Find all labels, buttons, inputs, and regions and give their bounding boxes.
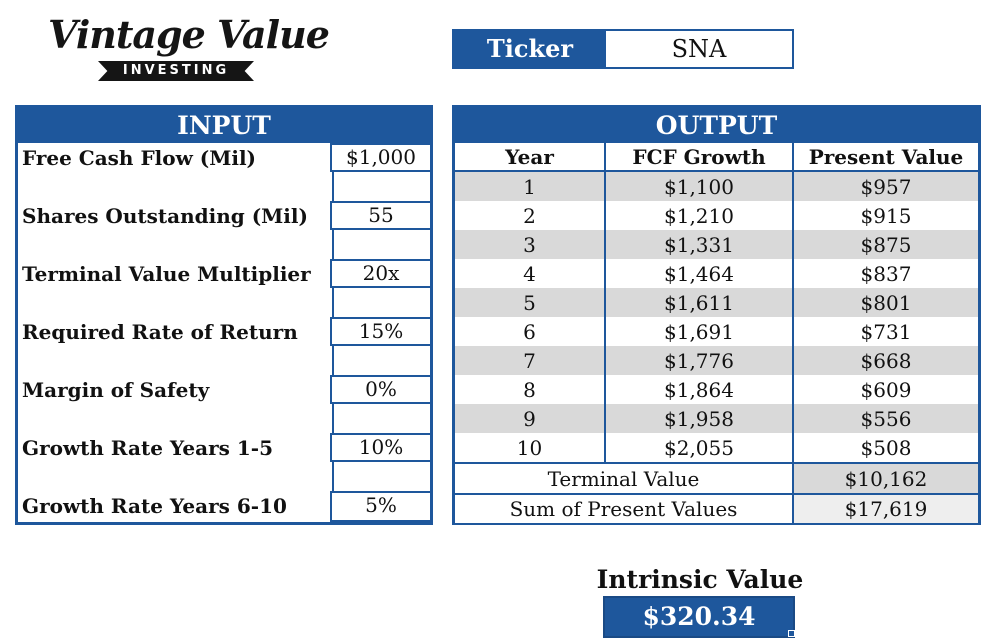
input-growth-6-10[interactable]: 5% <box>330 491 432 522</box>
input-free-cash-flow[interactable]: $1,000 <box>330 143 432 172</box>
pv-cell[interactable]: $915 <box>860 203 912 228</box>
terminal-value-row: Terminal Value $10,162 <box>455 463 978 495</box>
input-growth-1-5[interactable]: 10% <box>330 433 432 462</box>
table-row: 2 $1,210 $915 <box>455 201 978 230</box>
pv-cell[interactable]: $875 <box>793 230 978 259</box>
column-header-present-value: Present Value <box>793 143 978 172</box>
year-cell[interactable]: 8 <box>455 375 606 404</box>
table-row: 10 $2,055 $508 <box>455 433 978 464</box>
sum-present-values-label: Sum of Present Values <box>455 494 794 523</box>
input-label-margin-of-safety: Margin of Safety <box>22 378 210 402</box>
pv-cell[interactable]: $837 <box>860 261 912 286</box>
table-row: 9 $1,958 $556 <box>455 404 978 433</box>
input-label-free-cash-flow: Free Cash Flow (Mil) <box>22 146 257 170</box>
output-panel: OUTPUT Year FCF Growth Present Value 1 $… <box>452 105 981 525</box>
year-cell[interactable]: 6 <box>455 317 606 346</box>
logo-wordmark: Vintage Value <box>48 12 330 57</box>
pv-cell[interactable]: $731 <box>860 319 912 344</box>
intrinsic-value-cell[interactable]: $320.34 <box>603 596 795 638</box>
input-margin-of-safety[interactable]: 0% <box>330 375 432 404</box>
input-value-gap <box>332 346 432 375</box>
year-cell[interactable]: 9 <box>455 404 606 433</box>
logo-ribbon: INVESTING <box>98 61 254 81</box>
sum-present-values-cell[interactable]: $17,619 <box>793 494 978 523</box>
terminal-value-cell[interactable]: $10,162 <box>793 463 978 495</box>
fcf-cell[interactable]: $1,776 <box>605 346 794 375</box>
table-row: 3 $1,331 $875 <box>455 230 978 259</box>
sum-present-values-row: Sum of Present Values $17,619 <box>455 494 978 523</box>
year-cell[interactable]: 5 <box>455 288 606 317</box>
input-panel-body: Free Cash Flow (Mil) $1,000 Shares Outst… <box>18 143 432 522</box>
table-row: 5 $1,611 $801 <box>455 288 978 317</box>
intrinsic-value-label: Intrinsic Value <box>596 565 804 594</box>
input-value-gap <box>332 288 432 317</box>
fcf-cell[interactable]: $1,691 <box>605 317 794 346</box>
output-panel-title: OUTPUT <box>655 111 778 140</box>
ticker-label: Ticker <box>454 31 606 67</box>
fcf-cell[interactable]: $2,055 <box>605 433 794 464</box>
table-row: 4 $1,464 $837 <box>455 259 978 288</box>
input-value-gap <box>332 230 432 259</box>
pv-cell[interactable]: $668 <box>793 346 978 375</box>
input-label-required-return: Required Rate of Return <box>22 320 298 344</box>
ticker-input[interactable]: SNA <box>671 35 727 63</box>
input-panel: INPUT Free Cash Flow (Mil) $1,000 Shares… <box>15 105 433 525</box>
input-label-growth-6-10: Growth Rate Years 6-10 <box>22 494 287 518</box>
fcf-cell[interactable]: $1,100 <box>605 171 794 201</box>
input-value-gap <box>332 462 432 491</box>
table-row: 1 $1,100 $957 <box>455 171 978 201</box>
input-label-shares-outstanding: Shares Outstanding (Mil) <box>22 204 308 228</box>
input-label-terminal-multiplier: Terminal Value Multiplier <box>22 262 311 286</box>
year-cell[interactable]: 10 <box>455 433 606 464</box>
pv-cell[interactable]: $609 <box>860 377 912 402</box>
input-value-gap <box>332 404 432 433</box>
logo-ribbon-text: INVESTING <box>122 63 230 78</box>
year-cell[interactable]: 3 <box>455 230 606 259</box>
input-shares-outstanding[interactable]: 55 <box>330 201 432 230</box>
year-cell[interactable]: 7 <box>455 346 606 375</box>
fcf-cell[interactable]: $1,958 <box>605 404 794 433</box>
year-cell[interactable]: 1 <box>455 171 606 201</box>
pv-cell[interactable]: $801 <box>793 288 978 317</box>
fcf-cell[interactable]: $1,464 <box>605 259 794 288</box>
fcf-cell[interactable]: $1,210 <box>605 201 794 230</box>
terminal-value-label: Terminal Value <box>455 463 794 495</box>
ticker-box: Ticker SNA <box>452 29 794 69</box>
fcf-cell[interactable]: $1,864 <box>605 375 794 404</box>
year-cell[interactable]: 2 <box>455 201 606 230</box>
pv-cell[interactable]: $957 <box>793 171 978 201</box>
output-table: Year FCF Growth Present Value 1 $1,100 $… <box>455 143 978 523</box>
table-row: 8 $1,864 $609 <box>455 375 978 404</box>
table-row: 7 $1,776 $668 <box>455 346 978 375</box>
fill-handle[interactable] <box>788 630 795 637</box>
fcf-cell[interactable]: $1,611 <box>605 288 794 317</box>
column-header-fcf-growth: FCF Growth <box>605 143 794 172</box>
pv-cell[interactable]: $508 <box>793 433 978 464</box>
input-terminal-multiplier[interactable]: 20x <box>330 259 432 288</box>
input-required-return[interactable]: 15% <box>330 317 432 346</box>
output-header-row: Year FCF Growth Present Value <box>455 143 978 172</box>
input-value-gap <box>332 172 432 201</box>
column-header-year: Year <box>455 143 606 172</box>
input-panel-title: INPUT <box>177 111 271 140</box>
input-label-growth-1-5: Growth Rate Years 1-5 <box>22 436 273 460</box>
pv-cell[interactable]: $556 <box>793 404 978 433</box>
table-row: 6 $1,691 $731 <box>455 317 978 346</box>
fcf-cell[interactable]: $1,331 <box>605 230 794 259</box>
year-cell[interactable]: 4 <box>455 259 606 288</box>
